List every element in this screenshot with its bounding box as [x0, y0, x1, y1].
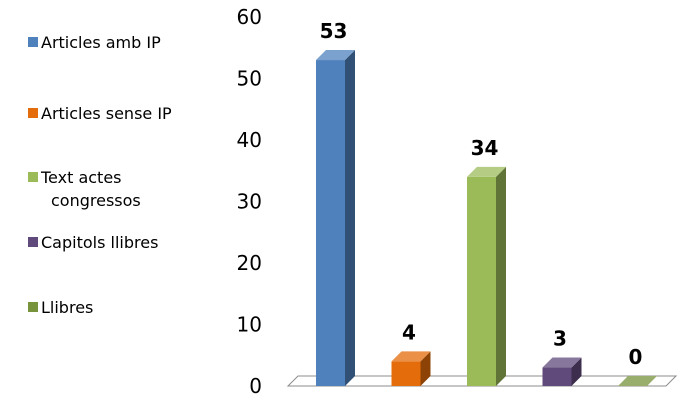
bar-side	[496, 166, 506, 386]
bar	[316, 50, 355, 387]
bar-side	[571, 357, 582, 386]
bar	[467, 166, 506, 386]
bar-side	[420, 351, 431, 386]
y-tick-label: 20	[237, 251, 262, 275]
legend-label: congressos	[51, 191, 141, 210]
bar	[391, 351, 431, 386]
y-tick-label: 30	[237, 190, 262, 214]
legend-item: Text actes congressos	[28, 168, 141, 210]
bar-front	[391, 361, 421, 386]
y-tick-label: 0	[249, 374, 262, 398]
legend-item: Llibres	[28, 298, 93, 317]
legend-item: Articles sense IP	[28, 104, 172, 123]
bar-top	[618, 376, 657, 386]
data-label-layer: 53 4 34 3 0	[320, 19, 643, 369]
y-tick-label: 60	[237, 5, 262, 29]
legend-swatch	[28, 302, 38, 312]
bar-top	[467, 166, 506, 177]
bar-side	[345, 50, 355, 387]
y-tick-label: 50	[237, 67, 262, 91]
legend-label: Capitols llibres	[41, 233, 158, 252]
bar-front	[467, 176, 496, 386]
data-label: 4	[402, 320, 416, 344]
legend-item: Articles amb IP	[28, 33, 161, 52]
legend-swatch	[28, 108, 38, 118]
bar-top	[391, 351, 431, 362]
data-label: 53	[320, 19, 348, 43]
legend-label: Articles sense IP	[41, 104, 172, 123]
bar-layer	[316, 50, 657, 387]
data-label: 34	[471, 136, 499, 160]
legend-label: Text actes	[40, 168, 122, 187]
bar	[542, 357, 582, 386]
legend: Articles amb IP Articles sense IP Text act…	[28, 33, 172, 317]
y-tick-label: 40	[237, 128, 262, 152]
legend-swatch	[28, 37, 38, 47]
legend-label: Llibres	[41, 298, 93, 317]
bar-top	[542, 357, 582, 368]
bar-front	[542, 367, 572, 386]
legend-swatch	[28, 237, 38, 247]
legend-label: Articles amb IP	[41, 33, 161, 52]
bar-front	[316, 60, 345, 387]
data-label: 3	[553, 327, 567, 351]
bar	[618, 376, 657, 387]
legend-item: Capitols llibres	[28, 233, 158, 252]
y-tick-label: 10	[237, 313, 262, 337]
data-label: 0	[629, 345, 643, 369]
bar-top	[316, 50, 355, 61]
legend-swatch	[28, 172, 38, 182]
